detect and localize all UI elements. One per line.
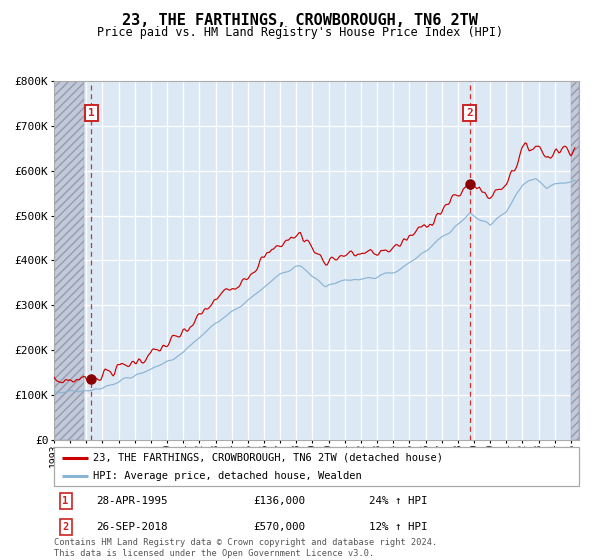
Text: 23, THE FARTHINGS, CROWBOROUGH, TN6 2TW (detached house): 23, THE FARTHINGS, CROWBOROUGH, TN6 2TW … (94, 452, 443, 463)
Text: 26-SEP-2018: 26-SEP-2018 (96, 522, 167, 532)
FancyBboxPatch shape (54, 447, 579, 486)
Text: 2: 2 (466, 108, 473, 118)
Text: 24% ↑ HPI: 24% ↑ HPI (369, 496, 427, 506)
Text: 12% ↑ HPI: 12% ↑ HPI (369, 522, 427, 532)
Text: Contains HM Land Registry data © Crown copyright and database right 2024.
This d: Contains HM Land Registry data © Crown c… (54, 538, 437, 558)
Text: £570,000: £570,000 (254, 522, 305, 532)
Text: 23, THE FARTHINGS, CROWBOROUGH, TN6 2TW: 23, THE FARTHINGS, CROWBOROUGH, TN6 2TW (122, 13, 478, 27)
Text: 2: 2 (62, 522, 68, 532)
Text: 1: 1 (62, 496, 68, 506)
Bar (571, 81, 579, 440)
Bar (54, 81, 83, 440)
Text: 28-APR-1995: 28-APR-1995 (96, 496, 167, 506)
Text: 1: 1 (88, 108, 95, 118)
Text: Price paid vs. HM Land Registry's House Price Index (HPI): Price paid vs. HM Land Registry's House … (97, 26, 503, 39)
Text: HPI: Average price, detached house, Wealden: HPI: Average price, detached house, Weal… (94, 470, 362, 480)
Text: £136,000: £136,000 (254, 496, 305, 506)
